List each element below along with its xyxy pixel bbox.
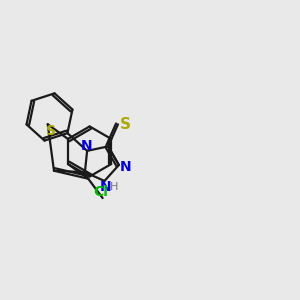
Text: N: N xyxy=(119,160,131,174)
Text: S: S xyxy=(46,124,56,138)
Text: S: S xyxy=(120,117,131,132)
Text: Cl: Cl xyxy=(94,184,109,199)
Text: H: H xyxy=(110,182,118,192)
Text: N: N xyxy=(100,180,112,194)
Text: N: N xyxy=(81,139,92,153)
